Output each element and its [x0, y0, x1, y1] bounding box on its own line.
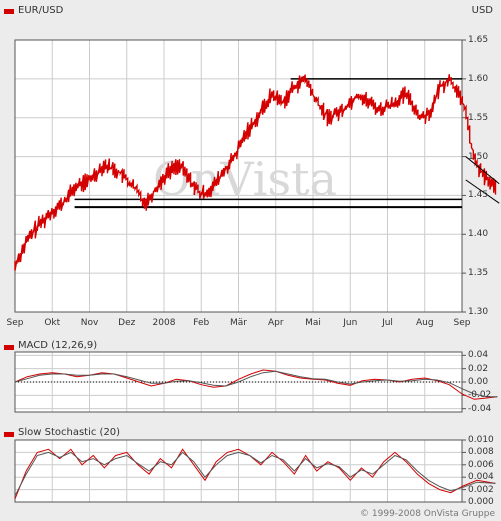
- panel-2-ytick-label: 0.004: [468, 472, 494, 483]
- x-tick-label: Feb: [193, 318, 210, 328]
- copyright-text: © 1999-2008 OnVista Gruppe: [360, 509, 495, 519]
- onvista-watermark: OnVista: [153, 152, 337, 206]
- panel-2-ytick-label: 0.000: [468, 497, 494, 507]
- panel-2-ytick-label: 0.002: [468, 484, 494, 495]
- panel-1-ytick-label: 0.04: [468, 350, 489, 361]
- stochastic-legend-swatch: [4, 432, 14, 437]
- x-tick-label: 2008: [152, 318, 176, 328]
- panel-2-ytick-label: 0.006: [468, 459, 494, 470]
- panel-1-ytick-label: -0.02: [468, 390, 492, 401]
- x-tick-label: Aug: [415, 318, 434, 328]
- macd-chart-title: MACD (12,26,9): [18, 340, 98, 351]
- panel-0-ytick-label: 1.50: [468, 151, 489, 162]
- price-chart-title: EUR/USD: [18, 5, 64, 16]
- panel-1-series-1: [14, 370, 498, 398]
- panel-2-series-1: [14, 451, 496, 497]
- macd-legend-swatch: [4, 345, 14, 350]
- panel-0-frame: [14, 39, 463, 313]
- x-tick-label: Jul: [382, 318, 393, 328]
- panel-0-ytick-label: 1.65: [468, 35, 489, 45]
- channel-line-lower: [465, 179, 500, 204]
- x-tick-label: Sep: [453, 318, 471, 328]
- x-tick-label: Sep: [6, 318, 24, 328]
- panel-0-ytick-label: 1.45: [468, 190, 489, 201]
- x-tick-label: Dez: [118, 318, 136, 328]
- panel-0-ytick-label: 1.30: [468, 307, 489, 317]
- panel-2-ytick-label: 0.008: [468, 447, 494, 458]
- panel-1-series-0: [14, 369, 498, 400]
- x-tick-label: Apr: [267, 318, 284, 328]
- panel-0-ytick-label: 1.35: [468, 268, 489, 279]
- panel-0-ytick-label: 1.55: [468, 112, 489, 123]
- stochastic-chart-title: Slow Stochastic (20): [18, 427, 121, 438]
- panel-2-ytick-label: 0.010: [468, 435, 494, 445]
- x-tick-label: Jun: [343, 318, 358, 328]
- panel-1-ytick-label: -0.04: [468, 403, 492, 414]
- panel-0-ytick-label: 1.60: [468, 73, 489, 84]
- panel-1-ytick-label: 0.00: [468, 377, 489, 387]
- price-y-axis-label: USD: [471, 5, 493, 16]
- x-tick-label: Mär: [230, 318, 247, 328]
- x-tick-label: Mai: [305, 318, 321, 328]
- x-tick-label: Okt: [44, 318, 61, 328]
- channel-line-upper: [465, 156, 500, 185]
- panel-1-ytick-label: 0.02: [468, 363, 489, 374]
- panel-2-frame: [14, 439, 463, 503]
- price-series-line: [14, 74, 497, 271]
- price-legend-swatch: [4, 9, 14, 14]
- x-tick-label: Nov: [80, 318, 99, 328]
- panel-0-ytick-label: 1.40: [468, 229, 489, 240]
